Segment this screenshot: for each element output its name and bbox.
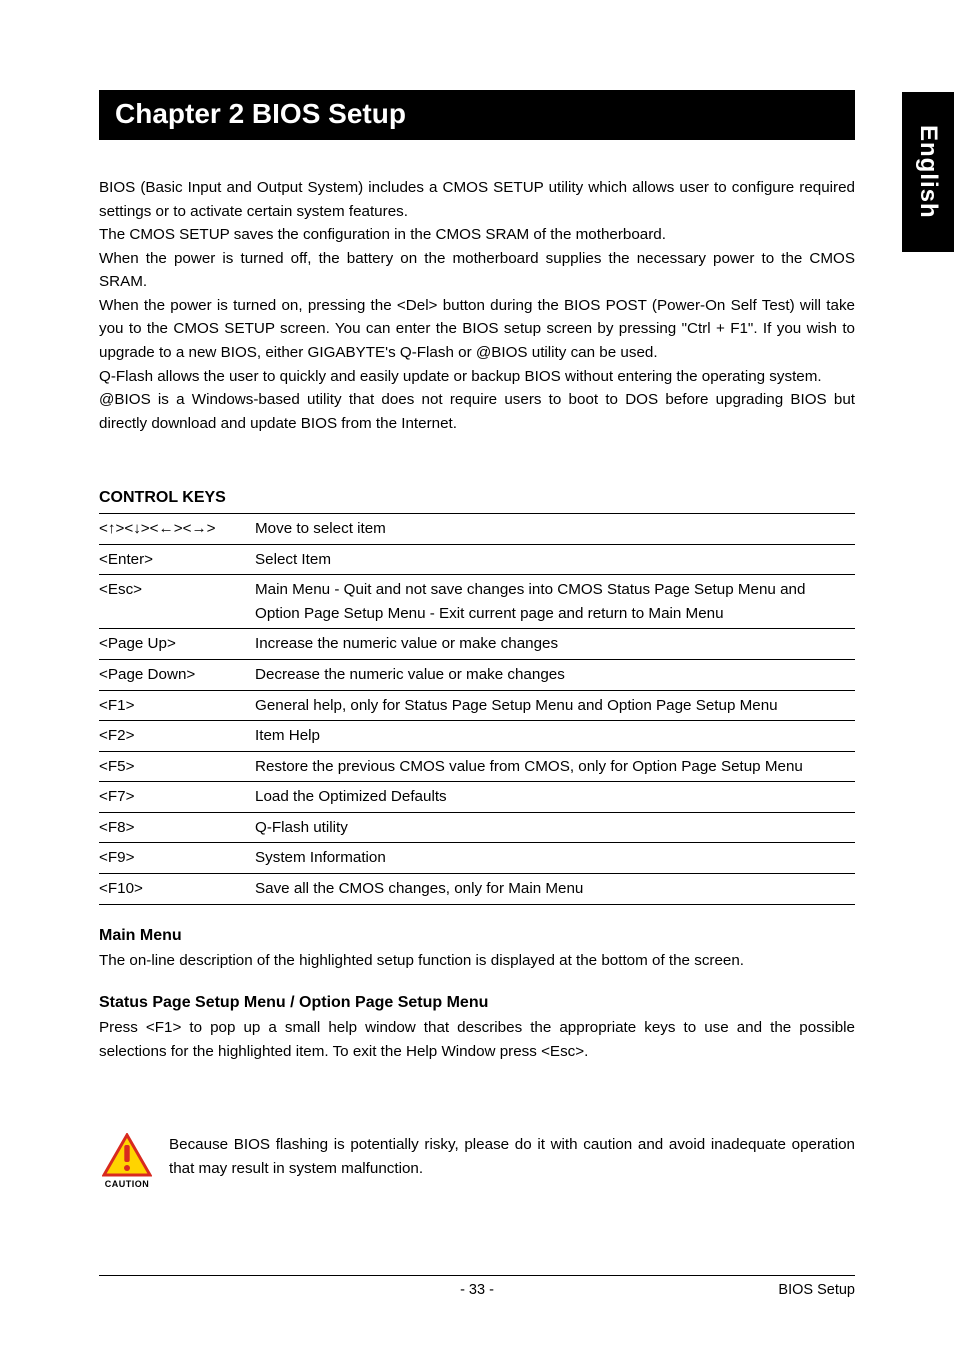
table-row: <F10>Save all the CMOS changes, only for… [99,873,855,904]
table-row: <Esc>Main Menu - Quit and not save chang… [99,575,855,629]
desc-cell: Q-Flash utility [255,812,855,843]
content-area: Chapter 2 BIOS Setup BIOS (Basic Input a… [99,90,855,1189]
caution-block: CAUTION Because BIOS flashing is potenti… [99,1133,855,1189]
key-cell: <F9> [99,843,255,874]
caution-text: Because BIOS flashing is potentially ris… [169,1133,855,1180]
page-footer: - 33 - BIOS Setup [99,1275,855,1298]
intro-p3: When the power is turned off, the batter… [99,247,855,294]
key-cell: <F7> [99,782,255,813]
language-tab: English [902,92,954,252]
status-menu-text: Press <F1> to pop up a small help window… [99,1016,855,1063]
table-row: <Enter>Select Item [99,544,855,575]
desc-cell: General help, only for Status Page Setup… [255,690,855,721]
main-menu-text: The on-line description of the highlight… [99,949,855,973]
table-row: <F9>System Information [99,843,855,874]
caution-icon: CAUTION [99,1133,155,1189]
key-cell: <Page Down> [99,660,255,691]
key-cell: <↑><↓><←><→> [99,514,255,545]
intro-p6: @BIOS is a Windows-based utility that do… [99,388,855,435]
desc-cell: Decrease the numeric value or make chang… [255,660,855,691]
caution-label: CAUTION [99,1179,155,1189]
table-row: <Page Down>Decrease the numeric value or… [99,660,855,691]
intro-p2: The CMOS SETUP saves the configuration i… [99,223,855,247]
main-menu-heading: Main Menu [99,927,855,945]
table-row: <Page Up>Increase the numeric value or m… [99,629,855,660]
intro-p5: Q-Flash allows the user to quickly and e… [99,365,855,389]
control-keys-heading: CONTROL KEYS [99,489,855,507]
table-row: <F7>Load the Optimized Defaults [99,782,855,813]
key-cell: <F2> [99,721,255,752]
footer-section: BIOS Setup [778,1282,855,1298]
page: English Chapter 2 BIOS Setup BIOS (Basic… [0,0,954,1354]
desc-cell: Increase the numeric value or make chang… [255,629,855,660]
table-row: <↑><↓><←><→>Move to select item [99,514,855,545]
key-cell: <F8> [99,812,255,843]
control-keys-table: <↑><↓><←><→>Move to select item<Enter>Se… [99,513,855,904]
desc-cell: System Information [255,843,855,874]
desc-cell: Restore the previous CMOS value from CMO… [255,751,855,782]
intro-p4: When the power is turned on, pressing th… [99,294,855,365]
table-row: <F2>Item Help [99,721,855,752]
desc-cell: Save all the CMOS changes, only for Main… [255,873,855,904]
table-row: <F8>Q-Flash utility [99,812,855,843]
desc-cell: Select Item [255,544,855,575]
key-cell: <F1> [99,690,255,721]
desc-cell: Move to select item [255,514,855,545]
table-row: <F1>General help, only for Status Page S… [99,690,855,721]
desc-cell: Item Help [255,721,855,752]
key-cell: <F10> [99,873,255,904]
key-cell: <F5> [99,751,255,782]
key-cell: <Enter> [99,544,255,575]
table-row: <F5>Restore the previous CMOS value from… [99,751,855,782]
intro-p1: BIOS (Basic Input and Output System) inc… [99,176,855,223]
desc-cell: Main Menu - Quit and not save changes in… [255,575,855,629]
chapter-title: Chapter 2 BIOS Setup [99,90,855,140]
intro-text: BIOS (Basic Input and Output System) inc… [99,176,855,435]
key-cell: <Page Up> [99,629,255,660]
key-cell: <Esc> [99,575,255,629]
footer-page-number: - 33 - [460,1282,494,1298]
desc-cell: Load the Optimized Defaults [255,782,855,813]
status-menu-heading: Status Page Setup Menu / Option Page Set… [99,994,855,1012]
